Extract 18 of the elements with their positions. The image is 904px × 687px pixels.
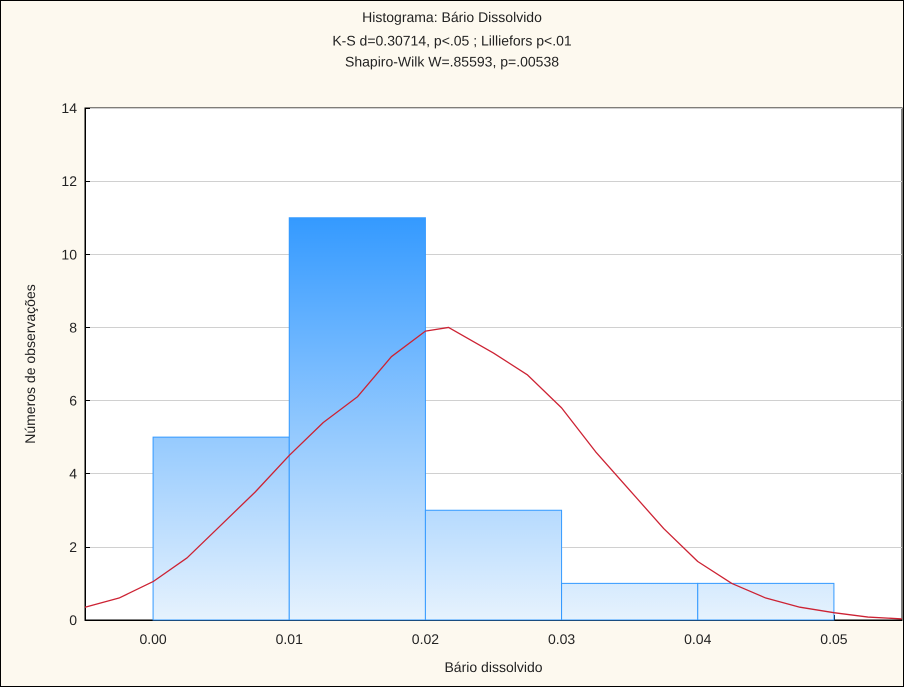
y-axis-title: Números de observações [22,284,38,444]
chart-title: Histograma: Bário Dissolvido [362,9,542,25]
x-tick-label: 0.00 [139,631,167,647]
y-tick-label: 6 [69,392,78,409]
y-tick-label: 10 [61,246,78,262]
x-tick-label: 0.05 [820,631,848,647]
y-tick-label: 8 [69,319,78,336]
y-tick-label: 2 [69,538,78,555]
x-tick-label: 0.01 [276,631,304,647]
x-tick-label: 0.04 [684,631,712,647]
y-tick-label: 0 [69,612,78,628]
y-tick-label: 12 [61,173,78,190]
y-tick-label: 14 [61,100,78,116]
y-tick-label: 4 [69,466,78,482]
x-tick-label: 0.02 [412,631,440,647]
chart-subtitle: K-S d=0.30714, p<.05 ; Lilliefors p<.01 Shapiro-Wilk W=.85593, p=.00538 [332,32,572,70]
x-axis-title: Bário dissolvido [444,659,543,675]
x-tick-label: 0.03 [548,631,576,647]
